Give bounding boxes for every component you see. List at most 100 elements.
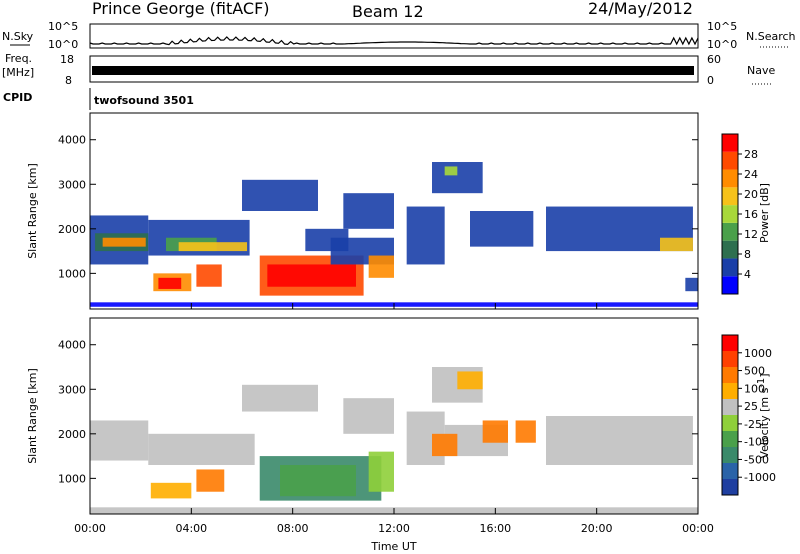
velocity-blob	[432, 433, 458, 457]
colorbar-swatch	[722, 151, 738, 170]
time-axis: 00:00 04:00 08:00 12:00 16:00 20:00 00:00	[74, 303, 714, 535]
colorbar-swatch	[722, 431, 738, 447]
colorbar-swatch	[722, 383, 738, 399]
velocity-ylabel: Slant Range [km]	[26, 368, 39, 464]
power-blob	[470, 211, 534, 247]
colorbar-tick-label: 100	[744, 382, 765, 395]
colorbar-swatch	[722, 399, 738, 415]
cpid-label: CPID	[3, 91, 32, 104]
colorbar-swatch	[722, 240, 738, 259]
velocity-blob	[90, 420, 149, 461]
colorbar-tick-label: 1000	[744, 347, 772, 360]
xtick-label: 04:00	[175, 522, 207, 535]
colorbar-swatch	[722, 134, 738, 152]
ytick-label: 1000	[58, 267, 86, 280]
power-colorbar-label: Power [dB]	[758, 183, 771, 243]
nave-tick-bottom: 0	[707, 74, 714, 87]
power-colorbar: 28 24 20 16 12 8 4	[721, 133, 758, 295]
colorbar-tick-label: 20	[744, 188, 758, 201]
velocity-blob	[546, 416, 693, 465]
xtick-label: 16:00	[479, 522, 511, 535]
velocity-colorbar: 1000 500 100 25 -25 -100 -500 -1000	[721, 334, 776, 496]
colorbar-swatch	[722, 415, 738, 431]
velocity-blob	[368, 451, 394, 492]
power-blob	[406, 206, 445, 265]
colorbar-swatch	[722, 479, 738, 495]
velocity-blob	[150, 482, 192, 499]
power-blob	[368, 255, 394, 278]
colorbar-swatch	[722, 335, 738, 351]
power-panel: 4000 3000 2000 1000 Slant Range [km]	[26, 112, 699, 310]
nave-tick-top: 60	[707, 53, 721, 66]
velocity-blob	[343, 398, 394, 434]
colorbar-tick-label: -500	[744, 453, 769, 466]
velocity-blob	[457, 371, 483, 390]
nsky-series-line	[89, 36, 699, 46]
ytick-label: 2000	[58, 223, 86, 236]
beam-title: Beam 12	[352, 2, 424, 21]
power-blob	[444, 166, 458, 176]
colorbar-swatch	[722, 463, 738, 479]
colorbar-tick-label: 16	[744, 208, 758, 221]
ytick-label: 1000	[58, 472, 86, 485]
colorbar-tick-label: 12	[744, 228, 758, 241]
freq-label: Freq.	[5, 52, 32, 65]
station-title: Prince George (fitACF)	[92, 0, 270, 18]
cpid-value: twofsound 3501	[94, 94, 194, 107]
colorbar-tick-label: -25	[744, 418, 762, 431]
power-blob	[196, 264, 222, 287]
ytick-label: 3000	[58, 383, 86, 396]
nsearch-tick-top: 10^5	[707, 20, 737, 33]
ytick-label: 4000	[58, 134, 86, 147]
colorbar-swatch	[722, 205, 738, 223]
colorbar-tick-label: 4	[744, 268, 751, 281]
ytick-label: 3000	[58, 178, 86, 191]
velocity-blob	[196, 469, 225, 492]
colorbar-frame	[721, 334, 739, 496]
ytick-label: 2000	[58, 428, 86, 441]
xtick-label: 20:00	[581, 522, 613, 535]
colorbar-tick-label: -1000	[744, 471, 776, 484]
freq-tick-bottom: 8	[65, 74, 72, 87]
velocity-blob	[242, 384, 318, 412]
velocity-colorbar-label-main: Velocity [m s	[758, 387, 771, 458]
xtick-label: 08:00	[277, 522, 309, 535]
power-blob	[242, 179, 318, 211]
colorbar-swatch	[722, 367, 738, 383]
power-yticks: 4000 3000 2000 1000	[58, 134, 698, 280]
freq-unit: [MHz]	[2, 66, 34, 79]
colorbar-swatch	[722, 351, 738, 367]
colorbar-tick-label: 500	[744, 365, 765, 378]
colorbar-swatch	[722, 258, 738, 277]
xtick-label: 12:00	[378, 522, 410, 535]
power-blob	[685, 277, 698, 292]
velocity-data-blobs	[90, 367, 698, 514]
colorbar-swatch	[722, 222, 738, 241]
freq-series-band	[92, 66, 694, 75]
nsearch-label: N.Search	[746, 30, 796, 43]
velocity-yticks: 4000 3000 2000 1000	[58, 339, 698, 485]
power-ylabel: Slant Range [km]	[26, 163, 39, 259]
colorbar-tick-label: -100	[744, 436, 769, 449]
nsky-label: N.Sky	[2, 30, 34, 43]
velocity-panel: 4000 3000 2000 1000 Slant Range [km]	[26, 317, 699, 515]
colorbar-swatch	[722, 169, 738, 188]
velocity-blob	[515, 420, 536, 443]
power-blob	[102, 237, 146, 247]
power-blob	[343, 193, 394, 229]
colorbar-tick-label: 8	[744, 248, 751, 261]
colorbar-tick-label: 24	[744, 168, 758, 181]
xtick-label: 00:00	[682, 522, 714, 535]
xtick-label: 00:00	[74, 522, 106, 535]
colorbar-swatch	[722, 276, 738, 294]
freq-panel-frame	[89, 55, 699, 83]
time-axis-label: Time UT	[370, 540, 416, 553]
ytick-label: 4000	[58, 339, 86, 352]
date-title: 24/May/2012	[588, 0, 693, 18]
colorbar-swatch	[722, 447, 738, 463]
colorbar-swatch	[722, 187, 738, 206]
velocity-colorbar-label-sup: -1	[756, 378, 767, 388]
freq-tick-top: 18	[60, 53, 74, 66]
velocity-blob	[280, 465, 356, 497]
